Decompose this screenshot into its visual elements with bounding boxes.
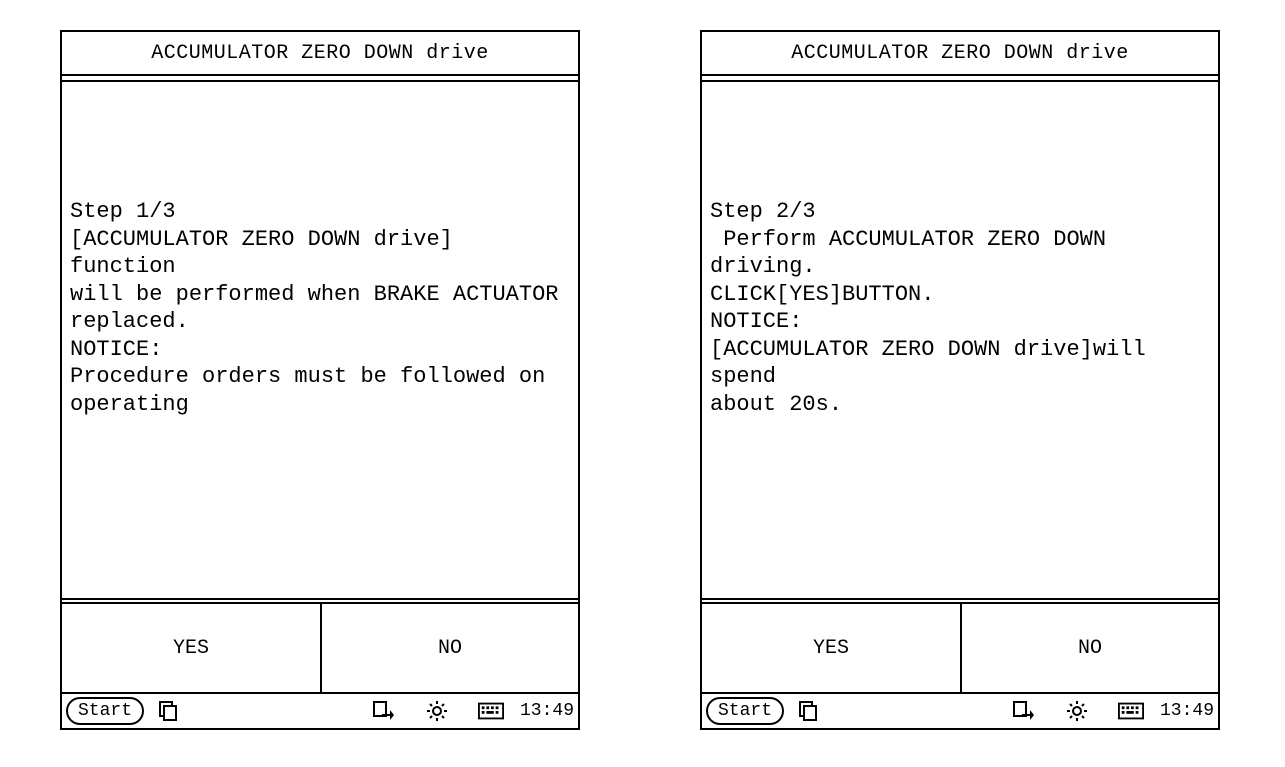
taskbar: Start [702, 692, 1218, 728]
dialog-title: ACCUMULATOR ZERO DOWN drive [62, 32, 578, 76]
start-button-label: Start [718, 701, 772, 721]
dialog-content-area: Step 2/3 Perform ACCUMULATOR ZERO DOWN d… [702, 82, 1218, 602]
no-button-label: NO [1078, 637, 1102, 660]
clock-text: 13:49 [520, 701, 574, 721]
yes-button[interactable]: YES [702, 604, 960, 692]
no-button[interactable]: NO [960, 604, 1218, 692]
page-arrow-icon[interactable] [370, 698, 396, 724]
start-button[interactable]: Start [66, 697, 144, 725]
dialog-button-row: YES NO [702, 602, 1218, 692]
start-button[interactable]: Start [706, 697, 784, 725]
dialog-title-text: ACCUMULATOR ZERO DOWN drive [151, 42, 489, 65]
page-arrow-icon[interactable] [1010, 698, 1036, 724]
no-button-label: NO [438, 637, 462, 660]
keyboard-icon[interactable] [1118, 698, 1144, 724]
dialog-panel-step-1: ACCUMULATOR ZERO DOWN drive Step 1/3 [AC… [60, 30, 580, 730]
dialog-content-text: Step 2/3 Perform ACCUMULATOR ZERO DOWN d… [710, 198, 1210, 418]
brightness-icon[interactable] [1064, 698, 1090, 724]
dialog-panel-step-2: ACCUMULATOR ZERO DOWN drive Step 2/3 Per… [700, 30, 1220, 730]
tray-icons [1006, 698, 1148, 724]
clock: 13:49 [1160, 701, 1214, 721]
yes-button-label: YES [173, 637, 209, 660]
clock-text: 13:49 [1160, 701, 1214, 721]
start-button-label: Start [78, 701, 132, 721]
tray-icons [366, 698, 508, 724]
keyboard-icon[interactable] [478, 698, 504, 724]
dialog-content-area: Step 1/3 [ACCUMULATOR ZERO DOWN drive] f… [62, 82, 578, 602]
no-button[interactable]: NO [320, 604, 578, 692]
yes-button-label: YES [813, 637, 849, 660]
windows-icon[interactable] [156, 698, 182, 724]
clock: 13:49 [520, 701, 574, 721]
dialog-content-text: Step 1/3 [ACCUMULATOR ZERO DOWN drive] f… [70, 198, 570, 418]
yes-button[interactable]: YES [62, 604, 320, 692]
taskbar: Start [62, 692, 578, 728]
dialog-title: ACCUMULATOR ZERO DOWN drive [702, 32, 1218, 76]
dialog-title-text: ACCUMULATOR ZERO DOWN drive [791, 42, 1129, 65]
brightness-icon[interactable] [424, 698, 450, 724]
windows-icon[interactable] [796, 698, 822, 724]
dialog-button-row: YES NO [62, 602, 578, 692]
